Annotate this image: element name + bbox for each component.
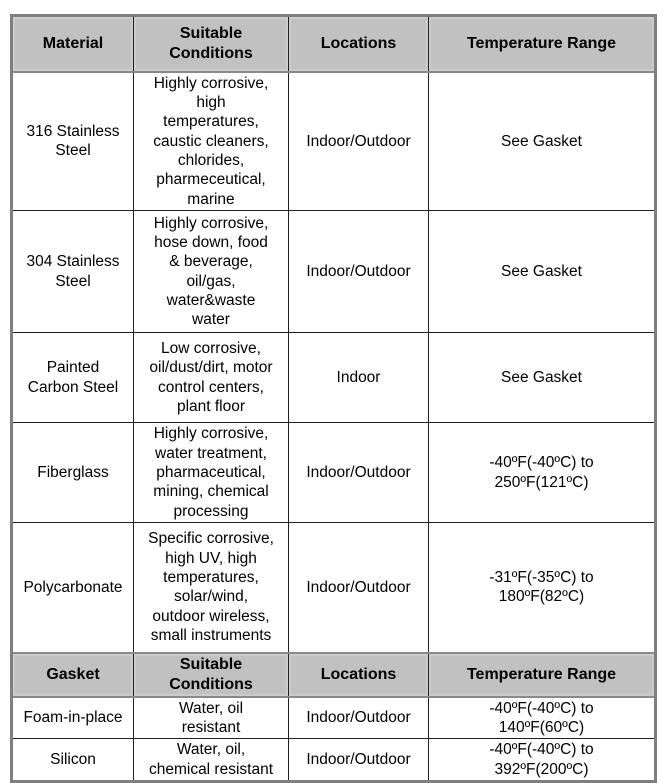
column-header-conditions: Suitable Conditions — [133, 651, 289, 698]
cell-conditions: Water, oil, chemical resistant — [133, 738, 289, 782]
cell-material: Painted Carbon Steel — [11, 332, 134, 424]
cell-locations: Indoor — [288, 332, 429, 424]
column-header-gasket: Gasket — [11, 651, 134, 698]
cell-temperature: -31ºF(-35ºC) to 180ºF(82ºC) — [428, 522, 656, 653]
enclosure-materials-table: Material Suitable Conditions Locations T… — [10, 14, 657, 783]
table-row-316-stainless: 316 Stainless Steel Highly corrosive, hi… — [11, 70, 656, 212]
cell-conditions: Highly corrosive, hose down, food & beve… — [133, 210, 289, 334]
cell-locations: Indoor/Outdoor — [288, 210, 429, 334]
cell-gasket: Silicon — [11, 738, 134, 782]
column-header-locations: Locations — [288, 14, 429, 73]
column-header-temperature: Temperature Range — [428, 651, 656, 698]
table-row-fiberglass: Fiberglass Highly corrosive, water treat… — [11, 422, 656, 523]
cell-locations: Indoor/Outdoor — [288, 695, 429, 740]
cell-locations: Indoor/Outdoor — [288, 522, 429, 653]
cell-conditions: Highly corrosive, high temperatures, cau… — [133, 70, 289, 212]
cell-material: 304 Stainless Steel — [11, 210, 134, 334]
cell-material: 316 Stainless Steel — [11, 70, 134, 212]
cell-temperature: -40ºF(-40ºC) to 392ºF(200ºC) — [428, 738, 656, 782]
column-header-locations: Locations — [288, 651, 429, 698]
cell-gasket: Foam-in-place — [11, 695, 134, 740]
cell-temperature: See Gasket — [428, 70, 656, 212]
cell-locations: Indoor/Outdoor — [288, 738, 429, 782]
table-row-foam-in-place: Foam-in-place Water, oil resistant Indoo… — [11, 695, 656, 740]
cell-conditions: Water, oil resistant — [133, 695, 289, 740]
cell-temperature: See Gasket — [428, 210, 656, 334]
gasket-header-row: Gasket Suitable Conditions Locations Tem… — [11, 651, 656, 698]
table-row-polycarbonate: Polycarbonate Specific corrosive, high U… — [11, 522, 656, 653]
cell-locations: Indoor/Outdoor — [288, 422, 429, 523]
cell-conditions: Highly corrosive, water treatment, pharm… — [133, 422, 289, 523]
column-header-conditions: Suitable Conditions — [133, 14, 289, 73]
cell-conditions: Specific corrosive, high UV, high temper… — [133, 522, 289, 653]
column-header-temperature: Temperature Range — [428, 14, 656, 73]
table-row-painted-carbon-steel: Painted Carbon Steel Low corrosive, oil/… — [11, 332, 656, 424]
column-header-material: Material — [11, 14, 134, 73]
cell-material: Polycarbonate — [11, 522, 134, 653]
materials-header-row: Material Suitable Conditions Locations T… — [11, 14, 656, 73]
cell-locations: Indoor/Outdoor — [288, 70, 429, 212]
cell-temperature: See Gasket — [428, 332, 656, 424]
cell-material: Fiberglass — [11, 422, 134, 523]
cell-temperature: -40ºF(-40ºC) to 250ºF(121ºC) — [428, 422, 656, 523]
cell-temperature: -40ºF(-40ºC) to 140ºF(60ºC) — [428, 695, 656, 740]
table-row-304-stainless: 304 Stainless Steel Highly corrosive, ho… — [11, 210, 656, 334]
cell-conditions: Low corrosive, oil/dust/dirt, motor cont… — [133, 332, 289, 424]
table-row-silicon: Silicon Water, oil, chemical resistant I… — [11, 738, 656, 782]
